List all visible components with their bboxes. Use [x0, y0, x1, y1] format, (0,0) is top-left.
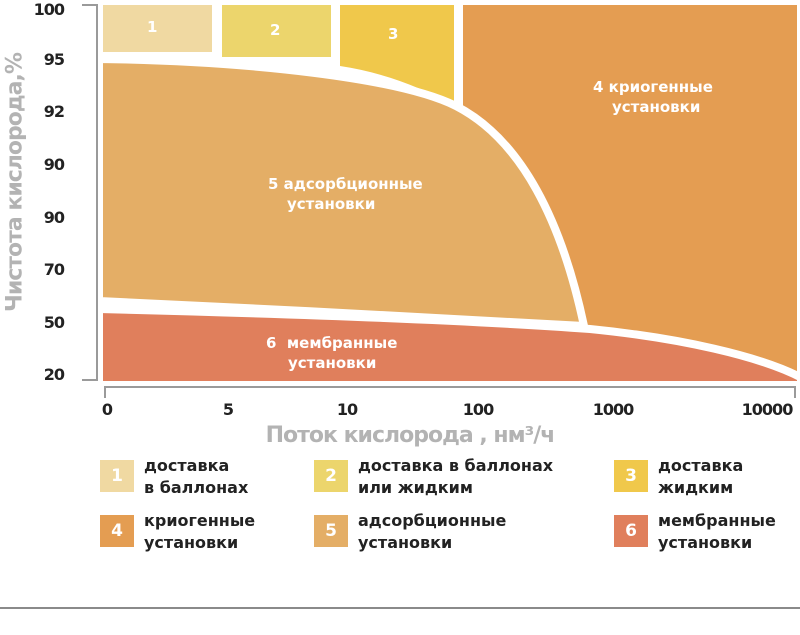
legend-line2: в баллонах	[144, 478, 249, 497]
region-5-num: 5	[268, 175, 279, 193]
region-2-label: 2	[270, 21, 281, 39]
region-3-liquid	[340, 5, 454, 106]
x-tick-label: 10	[336, 400, 358, 419]
bottom-divider	[0, 607, 800, 609]
region-1-label: 1	[147, 18, 158, 36]
legend-swatch: 1	[100, 460, 134, 492]
x-tick-label: 10000	[741, 400, 794, 419]
legend-line1: адсорбционные	[358, 511, 507, 530]
y-tick-label: 90	[43, 208, 65, 227]
x-axis-title: Поток кислорода , нм³/ч	[265, 423, 556, 448]
y-tick-label: 100	[33, 0, 65, 19]
y-tick-label: 95	[43, 50, 65, 69]
region-1-cylinders	[103, 5, 212, 52]
legend-swatch: 6	[614, 515, 648, 547]
legend-line2: установки	[144, 533, 239, 552]
region-2-cylinders-or-liquid	[222, 5, 331, 57]
legend-item-5: 5 адсорбционные установки	[314, 510, 506, 554]
legend-item-6: 6 мембранные установки	[614, 510, 776, 554]
y-axis-line	[82, 4, 98, 381]
legend-item-3: 3 доставка жидким	[614, 455, 743, 499]
x-tick-label: 0	[101, 400, 113, 419]
region-4-label: 4 криогенные установки	[593, 77, 713, 117]
legend-line2: или жидким	[358, 478, 473, 497]
region-5-adsorption	[95, 54, 590, 331]
legend-swatch: 2	[314, 460, 348, 492]
region-5-line1: адсорбционные	[283, 175, 423, 193]
legend-line1: криогенные	[144, 511, 256, 530]
x-tick-label: 1000	[592, 400, 635, 419]
region-5-label: 5 адсорбционные установки	[268, 174, 423, 214]
legend-item-4: 4 криогенные установки	[100, 510, 255, 554]
region-4-line2: установки	[612, 98, 701, 116]
region-3-label: 3	[388, 25, 399, 43]
y-tick-label: 92	[43, 102, 65, 121]
legend-line1: доставка	[658, 456, 744, 475]
y-tick-label: 50	[43, 313, 65, 332]
region-6-line1: мембранные	[286, 334, 398, 352]
legend-line1: мембранные	[658, 511, 776, 530]
legend-line2: установки	[658, 533, 753, 552]
region-6-label: 6 мембранные установки	[266, 333, 397, 373]
region-6-line2: установки	[288, 354, 377, 372]
region-4-num: 4	[593, 78, 604, 96]
legend-swatch: 5	[314, 515, 348, 547]
legend-item-2: 2 доставка в баллонах или жидким	[314, 455, 553, 499]
x-tick-label: 5	[222, 400, 234, 419]
y-tick-label: 90	[43, 155, 65, 174]
x-tick-label: 100	[462, 400, 494, 419]
legend-line2: жидким	[658, 478, 734, 497]
y-tick-label: 20	[43, 365, 65, 384]
region-6-membrane	[95, 304, 800, 389]
legend-line2: установки	[358, 533, 453, 552]
legend-swatch: 3	[614, 460, 648, 492]
y-tick-label: 70	[43, 260, 65, 279]
region-5-line2: установки	[287, 195, 376, 213]
region-4-line1: криогенные	[608, 78, 713, 96]
legend-line1: доставка	[144, 456, 230, 475]
legend-swatch: 4	[100, 515, 134, 547]
legend-item-1: 1 доставка в баллонах	[100, 455, 248, 499]
region-6-num: 6	[266, 334, 277, 352]
legend-line1: доставка в баллонах	[358, 456, 554, 475]
x-axis-line	[104, 386, 796, 398]
